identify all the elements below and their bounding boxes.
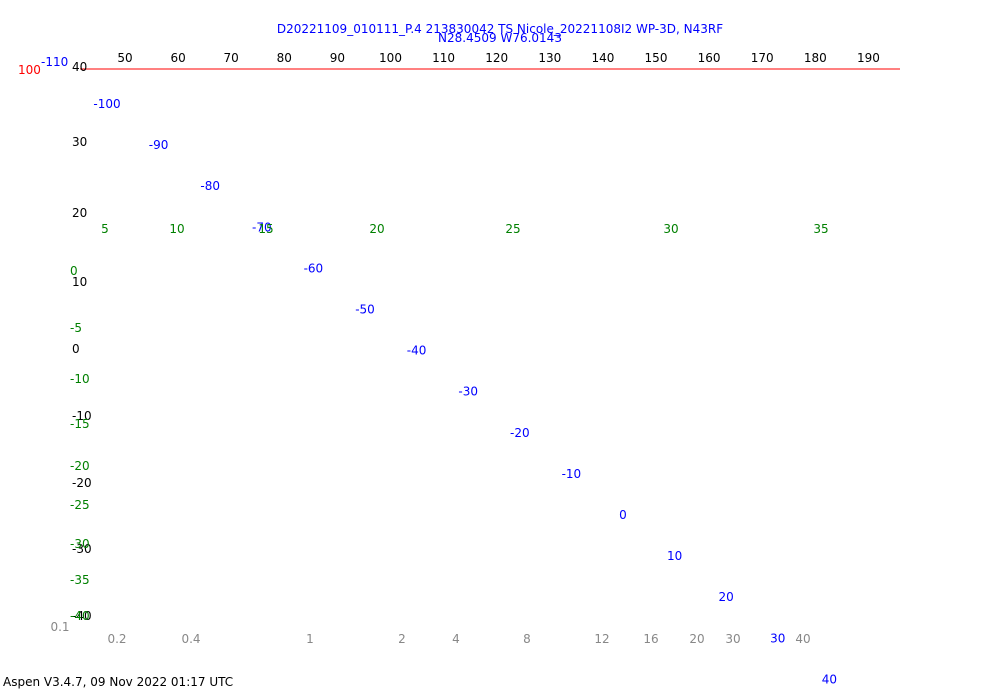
top-axis-label: 180 bbox=[804, 51, 827, 65]
isotherm-label: 0 bbox=[619, 508, 627, 522]
mixing-ratio-label: 1 bbox=[306, 632, 314, 646]
footer-version-text: Aspen V3.4.7, 09 Nov 2022 01:17 UTC bbox=[3, 675, 234, 689]
height-label: 40 bbox=[72, 60, 87, 74]
chart-subtitle: N28.4509 W76.0143 bbox=[438, 31, 562, 45]
top-pressure-extra-label: -110 bbox=[41, 55, 68, 69]
theta-label: 0 bbox=[70, 264, 78, 278]
top-axis-label: 160 bbox=[698, 51, 721, 65]
isotherm-line bbox=[0, 0, 741, 102]
top-axis-label: 110 bbox=[432, 51, 455, 65]
mixing-ratio-label: 8 bbox=[523, 632, 531, 646]
mixing-ratio-label: 2 bbox=[398, 632, 406, 646]
isotherm-label: -10 bbox=[562, 467, 582, 481]
height-label: -10 bbox=[72, 409, 92, 423]
theta-label: -5 bbox=[70, 321, 82, 335]
mixing-ratio-label: 4 bbox=[452, 632, 460, 646]
top-axis-label: 100 bbox=[379, 51, 402, 65]
top-axis-label: 120 bbox=[485, 51, 508, 65]
top-axis-label: 130 bbox=[538, 51, 561, 65]
height-label: -20 bbox=[72, 476, 92, 490]
isotherm-label: 40 bbox=[822, 672, 837, 686]
top-axis-label: 90 bbox=[330, 51, 345, 65]
isotherm-line bbox=[0, 0, 303, 102]
theta-label: -40 bbox=[70, 609, 90, 623]
height-label: 10 bbox=[72, 275, 87, 289]
height-label: 20 bbox=[72, 206, 87, 220]
height-label: -40 bbox=[72, 609, 92, 623]
top-axis-label: 50 bbox=[117, 51, 132, 65]
top-axis-label: 60 bbox=[170, 51, 185, 65]
theta-label: -35 bbox=[70, 573, 90, 587]
moist-adiabat-label: 30 bbox=[663, 222, 678, 236]
isotherm-label: -50 bbox=[355, 303, 375, 317]
moist-adiabat-label: 5 bbox=[101, 222, 109, 236]
theta-label: -10 bbox=[70, 372, 90, 386]
theta-label: -15 bbox=[70, 417, 90, 431]
moist-adiabat-label: 10 bbox=[169, 222, 184, 236]
mixing-ratio-label: 12 bbox=[594, 632, 609, 646]
top-axis-label: 70 bbox=[224, 51, 239, 65]
isotherm-label: -30 bbox=[458, 385, 478, 399]
isotherm-line bbox=[0, 0, 631, 102]
isotherm-label: -70 bbox=[252, 220, 272, 234]
top-axis-label: 140 bbox=[591, 51, 614, 65]
height-label: 0 bbox=[72, 342, 80, 356]
isotherm-label: 10 bbox=[667, 549, 682, 563]
mixing-ratio-label: 16 bbox=[643, 632, 658, 646]
theta-label: -20 bbox=[70, 459, 90, 473]
isotherm-line bbox=[0, 0, 85, 102]
isotherm-line bbox=[0, 0, 194, 102]
mixing-ratio-label: 40 bbox=[795, 632, 810, 646]
mixing-ratio-label: 20 bbox=[689, 632, 704, 646]
isotherm-label: -100 bbox=[93, 97, 120, 111]
top-axis-label: 150 bbox=[645, 51, 668, 65]
pressure-label: 100 bbox=[18, 63, 41, 77]
moist-adiabat-label: 35 bbox=[813, 222, 828, 236]
chart-title: D20221109_010111_P.4 213830042 TS Nicole… bbox=[276, 22, 724, 36]
isotherm-label: -20 bbox=[510, 426, 530, 440]
height-label: 30 bbox=[72, 135, 87, 149]
isotherm-label: -40 bbox=[407, 344, 427, 358]
isotherm-label: -80 bbox=[200, 179, 220, 193]
dry-adiabat-line bbox=[0, 0, 231, 69]
isotherm-label: -60 bbox=[304, 261, 324, 275]
theta-label: -25 bbox=[70, 498, 90, 512]
mixing-ratio-label: 0.4 bbox=[181, 632, 200, 646]
top-axis-label: 190 bbox=[857, 51, 880, 65]
mixing-ratio-label: 0.1 bbox=[50, 620, 69, 634]
top-axis-label: 170 bbox=[751, 51, 774, 65]
moist-adiabat-label: 15 bbox=[258, 222, 273, 236]
mixing-ratio-label: 0.2 bbox=[107, 632, 126, 646]
isotherm-label: -90 bbox=[149, 138, 169, 152]
moist-adiabat-label: 25 bbox=[505, 222, 520, 236]
isotherm-label: 20 bbox=[719, 590, 734, 604]
mixing-ratio-label: 30 bbox=[725, 632, 740, 646]
moist-adiabat-label: 20 bbox=[369, 222, 384, 236]
height-label: -30 bbox=[72, 542, 92, 556]
dry-adiabat-line bbox=[0, 0, 10, 69]
isotherm-line bbox=[0, 0, 413, 102]
isotherm-label: 30 bbox=[770, 631, 785, 645]
theta-label: -30 bbox=[70, 537, 90, 551]
top-axis-label: 80 bbox=[277, 51, 292, 65]
